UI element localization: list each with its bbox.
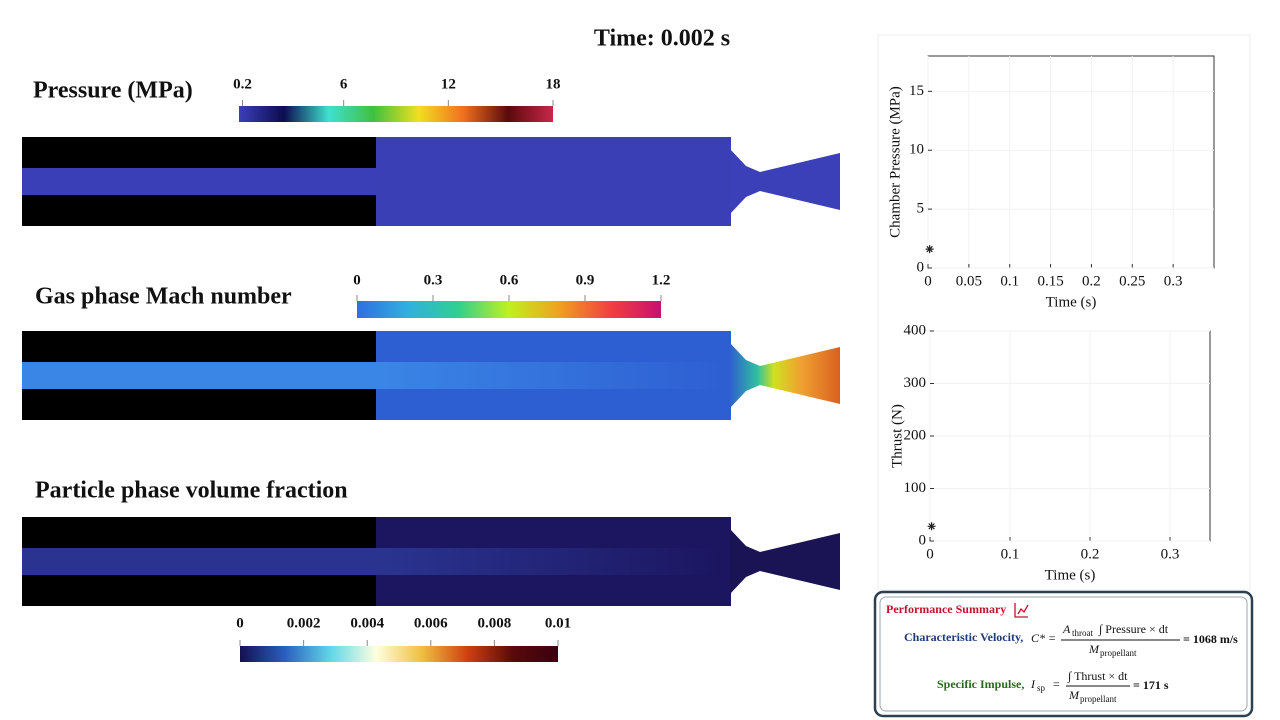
isp-den-sub: propellant	[1080, 694, 1117, 704]
y-tick-label: 100	[904, 480, 927, 496]
x-tick-label: 0.25	[1119, 273, 1145, 289]
y-axis-label: Chamber Pressure (MPa)	[887, 86, 903, 238]
summary-border	[873, 590, 1254, 718]
field-title: Gas phase Mach number	[35, 284, 292, 310]
chamber-core	[376, 362, 721, 389]
y-tick-label: 300	[904, 375, 927, 391]
x-tick-label: 0.05	[956, 273, 982, 289]
y-tick-label: 400	[904, 322, 927, 338]
data-point	[925, 245, 934, 254]
colorbar-tick-label: 6	[340, 76, 348, 92]
summary-inner	[879, 596, 1248, 712]
field-title: Particle phase volume fraction	[35, 478, 348, 504]
chamber	[376, 137, 731, 226]
grain-bottom	[22, 389, 376, 420]
summary-box: Performance Summary Characteristic Veloc…	[873, 590, 1254, 718]
colorbar-tick-label: 0.9	[576, 272, 595, 288]
colorbar-tick-label: 18	[546, 76, 561, 92]
isp-lhs-rest: =	[1053, 677, 1060, 691]
colorbar-tick-label: 0.002	[287, 615, 321, 631]
x-tick-label: 0.1	[1000, 273, 1019, 289]
isp-num: ∫ Thrust × dt	[1067, 669, 1128, 683]
time-label: Time: 0.002 s	[594, 26, 730, 52]
y-tick-label: 5	[917, 201, 925, 217]
colorbar-tick-label: 0.2	[233, 76, 252, 92]
chart-icon	[1014, 603, 1029, 618]
summary-title: Performance Summary	[886, 602, 1006, 616]
chamber-core	[376, 548, 721, 575]
x-tick-label: 0.3	[1164, 273, 1183, 289]
x-tick-label: 0.15	[1037, 273, 1063, 289]
y-tick-label: 200	[904, 427, 927, 443]
cstar-lhs: C* =	[1031, 631, 1056, 645]
chart-panel	[877, 34, 1251, 591]
x-tick-label: 0.2	[1081, 546, 1100, 562]
cstar-den-sub: propellant	[1100, 648, 1137, 658]
colorbar-tick-label: 0	[353, 272, 361, 288]
plot-area	[927, 55, 1215, 269]
grain-bottom	[22, 575, 376, 606]
cstar-num-sub: throat	[1072, 628, 1093, 638]
isp-label: Specific Impulse,	[937, 677, 1024, 691]
cstar-result: = 1068 m/s	[1183, 632, 1238, 646]
colorbar-tick-label: 0.3	[424, 272, 443, 288]
nozzle	[730, 149, 840, 214]
x-tick-label: 0.1	[1001, 546, 1020, 562]
colorbar-tick-label: 0.01	[545, 615, 571, 631]
colorbar	[239, 106, 553, 122]
isp-result: = 171 s	[1133, 678, 1169, 692]
y-tick-label: 0	[919, 532, 927, 548]
grain-top	[22, 137, 376, 168]
nozzle	[730, 529, 840, 594]
cstar-num-rest: ∫ Pressure × dt	[1098, 622, 1169, 636]
grain-top	[22, 517, 376, 548]
colorbar-tick-label: 12	[441, 76, 456, 92]
colorbar-tick-label: 0.008	[478, 615, 512, 631]
colorbar-tick-label: 1.2	[652, 272, 671, 288]
colorbar-tick-label: 0.004	[350, 615, 384, 631]
grain-bottom	[22, 195, 376, 226]
nozzle	[730, 343, 840, 408]
y-tick-label: 0	[917, 259, 925, 275]
x-tick-label: 0.3	[1161, 546, 1180, 562]
y-tick-label: 15	[909, 83, 924, 99]
x-axis-label: Time (s)	[1046, 294, 1097, 310]
y-tick-label: 10	[909, 142, 924, 158]
data-point	[927, 522, 936, 531]
grain-top	[22, 331, 376, 362]
x-tick-label: 0	[926, 546, 934, 562]
y-axis-label: Thrust (N)	[889, 404, 905, 468]
isp-lhs: I	[1030, 677, 1036, 691]
colorbar-tick-label: 0	[236, 615, 244, 631]
colorbar-tick-label: 0.6	[500, 272, 519, 288]
cstar-den: M	[1088, 642, 1100, 656]
isp-den: M	[1068, 688, 1080, 702]
colorbar	[357, 301, 661, 318]
cstar-label: Characteristic Velocity,	[904, 630, 1023, 644]
cstar-num-a: A	[1062, 622, 1071, 636]
colorbar	[240, 646, 558, 662]
isp-lhs-sub: sp	[1037, 683, 1046, 693]
x-tick-label: 0	[924, 273, 932, 289]
colorbar-tick-label: 0.006	[414, 615, 448, 631]
field-title: Pressure (MPa)	[33, 78, 193, 104]
x-tick-label: 0.2	[1082, 273, 1101, 289]
x-axis-label: Time (s)	[1045, 567, 1096, 583]
